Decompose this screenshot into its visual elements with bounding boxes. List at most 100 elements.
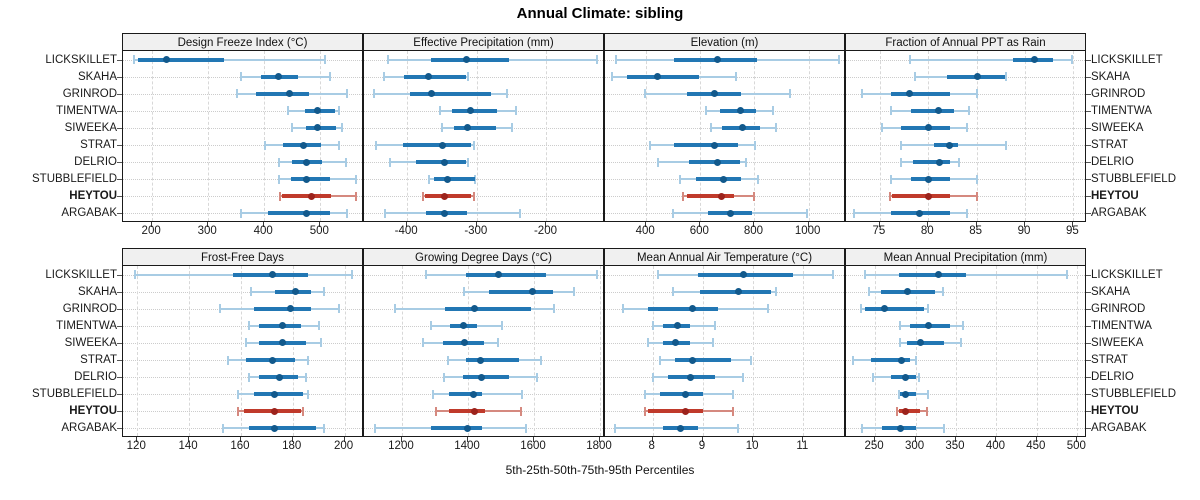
whisker-cap-low-grinrod [621, 304, 624, 314]
gridline-350 [955, 266, 957, 436]
whisker-cap-low-skaha [610, 72, 613, 82]
median-dot-grinrod [689, 305, 697, 313]
whisker-cap-low-argabak [861, 423, 864, 433]
iqr-bar-lickskillet [899, 272, 966, 277]
whisker-cap-low-heytou [434, 406, 437, 416]
tick-label-design-freeze-index-c-400: 400 [253, 225, 273, 237]
whisker-cap-high-heytou [302, 406, 305, 416]
panel-mean-annual-precipitation-mm: Mean Annual Precipitation (mm) [845, 248, 1091, 443]
whisker-cap-low-strat [446, 355, 449, 365]
panel-header-fraction-of-annual-ppt-as-rain: Fraction of Annual PPT as Rain [845, 33, 1086, 51]
whisker-cap-low-stubblefield [897, 389, 900, 399]
axis-tick-800 [753, 222, 755, 227]
gridline-400 [264, 51, 266, 221]
whisker-cap-high-argabak [737, 423, 740, 433]
axis-tick-1800 [599, 437, 601, 442]
row-tick-left-timentwa [117, 110, 122, 112]
whisker-cap-low-heytou [681, 191, 684, 201]
whisker-cap-low-lickskillet [908, 55, 911, 65]
row-guide-skaha [364, 76, 603, 78]
whisker-cap-high-grinrod [926, 304, 929, 314]
whisker-cap-low-strat [852, 355, 855, 365]
whisker-cap-high-argabak [519, 208, 522, 218]
row-tick-right-lickskillet [1086, 274, 1091, 276]
whisker-cap-high-siweeka [511, 123, 514, 133]
whisker-cap-high-timentwa [514, 106, 517, 116]
whisker-cap-high-lickskillet [1065, 270, 1068, 280]
row-tick-left-stubblefield [117, 394, 122, 396]
median-dot-timentwa [467, 107, 475, 115]
tick-label-fraction-of-annual-ppt-as-rain-80: 80 [920, 225, 934, 237]
whisker-cap-low-heytou [895, 406, 898, 416]
whisker-cap-low-strat [374, 140, 377, 150]
gridline-500 [1077, 266, 1079, 436]
row-tick-left-siweeka [117, 342, 122, 344]
tick-label-design-freeze-index-c-300: 300 [197, 225, 217, 237]
axis-tick-200 [151, 222, 153, 227]
row-guide-timentwa [846, 325, 1085, 327]
row-tick-right-siweeka [1086, 127, 1091, 129]
whisker-cap-low-lickskillet [656, 270, 659, 280]
axis-tick-1200 [400, 437, 402, 442]
median-dot-argabak [726, 209, 734, 217]
row-tick-right-grinrod [1086, 93, 1091, 95]
gridline-80 [928, 51, 930, 221]
whisker-cap-low-argabak [852, 208, 855, 218]
whisker-cap-high-timentwa [967, 106, 970, 116]
tick-label-effective-precipitation-mm--400: -400 [394, 225, 418, 237]
panel-header-design-freeze-index-c: Design Freeze Index (°C) [122, 33, 363, 51]
whisker-cap-low-delrio [657, 157, 660, 167]
whisker-cap-high-timentwa [962, 321, 965, 331]
whisker-cap-high-strat [338, 140, 341, 150]
axis-tick-400 [263, 222, 265, 227]
tick-label-frost-free-days-120: 120 [126, 440, 146, 452]
whisker-cap-low-skaha [913, 72, 916, 82]
median-dot-grinrod [285, 90, 293, 98]
median-dot-stubblefield [719, 175, 727, 183]
row-tick-right-strat [1086, 145, 1091, 147]
whisker-cap-high-timentwa [337, 106, 340, 116]
gridline-1400 [467, 266, 469, 436]
whisker-cap-high-siweeka [775, 123, 778, 133]
row-guide-strat [846, 360, 1085, 362]
iqr-bar-delrio [462, 375, 509, 380]
tick-label-mean-annual-precipitation-mm-450: 450 [1026, 440, 1046, 452]
axis-tick--200 [545, 222, 547, 227]
median-dot-stubblefield [681, 390, 689, 398]
median-dot-stubblefield [470, 390, 478, 398]
panel-plot-frost-free-days [122, 266, 363, 437]
whisker-cap-high-siweeka [320, 338, 323, 348]
whisker-cap-high-stubblefield [732, 389, 735, 399]
whisker-cap-low-timentwa [899, 321, 902, 331]
site-label-right-argabak: ARGABAK [1091, 207, 1147, 220]
median-dot-delrio [686, 373, 694, 381]
median-dot-delrio [303, 158, 311, 166]
median-dot-stubblefield [924, 175, 932, 183]
whisker-cap-high-argabak [942, 423, 945, 433]
axis-tick-180 [291, 437, 293, 442]
row-tick-left-delrio [117, 377, 122, 379]
panel-design-freeze-index-c: Design Freeze Index (°C) [117, 33, 363, 228]
median-dot-siweeka [278, 339, 286, 347]
whisker-cap-high-heytou [473, 191, 476, 201]
whisker-cap-low-timentwa [890, 106, 893, 116]
gridline-8 [652, 266, 654, 436]
whisker-cap-low-timentwa [430, 321, 433, 331]
whisker-cap-low-heytou [422, 191, 425, 201]
row-tick-right-grinrod [1086, 308, 1091, 310]
iqr-bar-grinrod [865, 306, 924, 311]
median-dot-stubblefield [303, 175, 311, 183]
axis-tick-400 [995, 437, 997, 442]
row-tick-right-stubblefield [1086, 394, 1091, 396]
row-tick-left-skaha [117, 291, 122, 293]
whisker-cap-low-grinrod [219, 304, 222, 314]
whisker-cap-low-siweeka [646, 338, 649, 348]
whisker-cap-low-delrio [900, 157, 903, 167]
median-dot-lickskillet [713, 56, 721, 64]
tick-label-fraction-of-annual-ppt-as-rain-75: 75 [872, 225, 886, 237]
whisker-cap-high-heytou [355, 191, 358, 201]
site-label-right-strat: STRAT [1091, 139, 1128, 152]
whisker-cap-high-lickskillet [596, 55, 599, 65]
row-guide-skaha [123, 291, 362, 293]
